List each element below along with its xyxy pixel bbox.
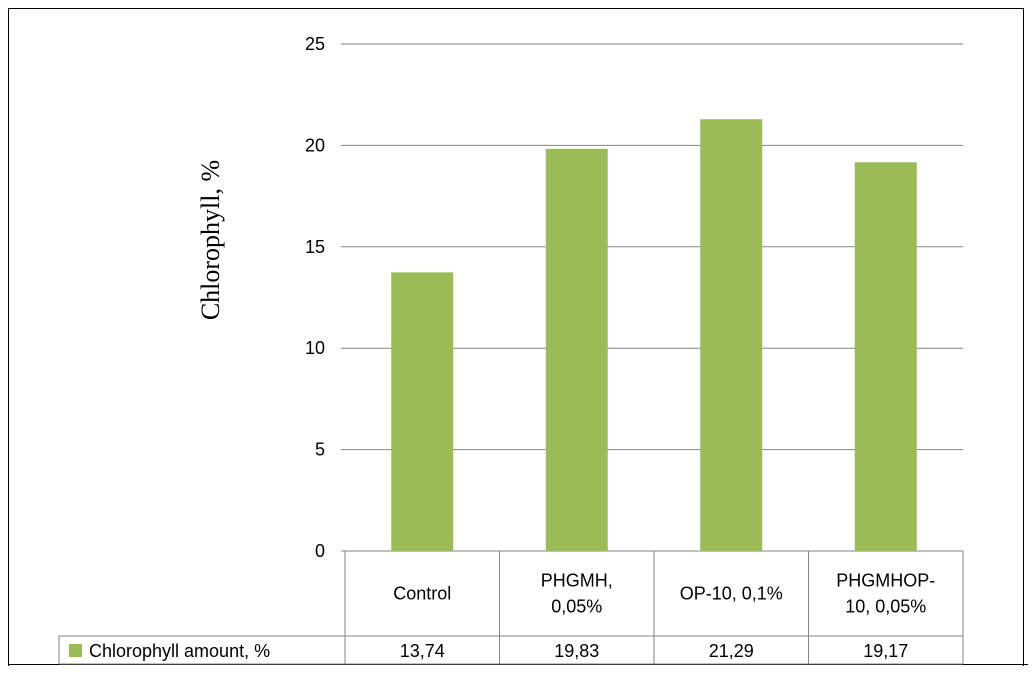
- category-label: 10, 0,05%: [845, 597, 926, 617]
- y-tick-label: 5: [315, 440, 325, 460]
- y-tick-label: 0: [315, 541, 325, 561]
- chart-frame: [8, 8, 1024, 666]
- y-tick-label: 20: [305, 135, 325, 155]
- bar: [700, 119, 763, 551]
- category-label: OP-10, 0,1%: [680, 584, 783, 604]
- data-value-label: 21,29: [709, 641, 754, 661]
- category-label: 0,05%: [551, 597, 602, 617]
- bar: [391, 272, 454, 551]
- y-axis-label: Chlorophyll, %: [196, 160, 225, 320]
- legend-swatch: [69, 644, 82, 657]
- legend-label: Chlorophyll amount, %: [89, 641, 270, 661]
- bar: [545, 148, 608, 551]
- data-value-label: 13,74: [400, 641, 445, 661]
- data-value-label: 19,17: [863, 641, 908, 661]
- category-label: PHGMHOP-: [836, 571, 935, 591]
- data-table: [58, 551, 964, 665]
- data-value-label: 19,83: [554, 641, 599, 661]
- category-label: Control: [393, 584, 451, 604]
- y-tick-label: 25: [305, 34, 325, 54]
- y-tick-label: 10: [305, 338, 325, 358]
- y-tick-label: 15: [305, 237, 325, 257]
- category-label: PHGMH,: [541, 571, 613, 591]
- bar: [854, 162, 917, 551]
- bars: [391, 119, 917, 551]
- labels: 0 5 10 15 20 25 Control PHGMH, 0,05% OP-10, 0,1% P…: [69, 34, 935, 661]
